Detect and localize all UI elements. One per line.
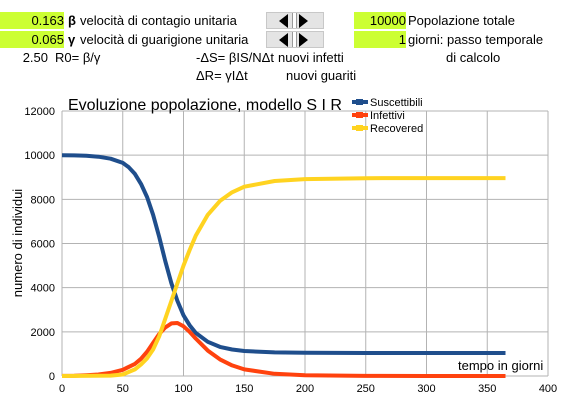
sir-chart: 0 50 100 150 200 250 300 350 4000200040006000800… <box>10 97 557 395</box>
gamma-label: velocità di guarigione unitaria <box>80 32 249 47</box>
x-tick-label: 400 <box>539 383 557 395</box>
beta-symbol: β <box>68 13 76 28</box>
x-axis-label: tempo in giorni <box>458 358 543 373</box>
x-tick-label: 150 <box>235 383 253 395</box>
gamma-spinner[interactable] <box>266 31 324 48</box>
timestep-label: giorni: passo temporale <box>408 32 544 47</box>
formula-infected-label: nuovi infetti <box>278 50 344 65</box>
series-line-infettivi <box>61 321 506 378</box>
legend-label: Infettivi <box>370 110 405 122</box>
y-tick-label: 0 <box>49 371 55 383</box>
population-label: Popolazione totale <box>408 13 515 28</box>
increase-arrow-icon[interactable] <box>299 14 308 28</box>
decrease-arrow-icon[interactable] <box>279 33 288 47</box>
chart-lines <box>61 153 506 378</box>
legend-label: Suscettibili <box>370 97 423 109</box>
x-tick-label: 200 <box>296 383 314 395</box>
x-tick-label: 100 <box>174 383 192 395</box>
population-value[interactable]: 10000 <box>354 12 406 29</box>
timestep-label-2: di calcolo <box>446 50 501 65</box>
series-line-suscettibili <box>61 153 506 355</box>
x-tick-label: 300 <box>417 383 435 395</box>
x-tick-label: 350 <box>478 383 496 395</box>
y-tick-label: 2000 <box>31 327 55 339</box>
y-tick-label: 12000 <box>24 106 55 118</box>
y-tick-label: 6000 <box>31 239 55 251</box>
spinner-thumb[interactable] <box>292 13 297 28</box>
chart-axes: 0 50 100 150 200 250 300 350 4000200040006000800… <box>24 106 557 395</box>
spinner-thumb[interactable] <box>292 32 297 47</box>
chart-title: Evoluzione popolazione, modello S I R <box>68 97 342 114</box>
x-tick-label: 0 <box>59 383 65 395</box>
formula-recovered-label: nuovi guariti <box>286 68 357 83</box>
r0-value: 2.50 <box>22 50 48 65</box>
chart-grid <box>61 110 549 377</box>
decrease-arrow-icon[interactable] <box>279 14 288 28</box>
y-tick-label: 10000 <box>24 150 55 162</box>
beta-value[interactable]: 0.163 <box>0 12 64 29</box>
series-line-recovered <box>61 176 506 378</box>
legend-marker <box>356 99 363 105</box>
y-tick-label: 8000 <box>31 194 55 206</box>
y-tick-label: 4000 <box>31 283 55 295</box>
r0-label: R0= β/γ <box>55 50 101 65</box>
legend-marker <box>356 112 363 118</box>
x-tick-label: 50 <box>117 383 129 395</box>
legend-marker <box>356 125 363 131</box>
beta-label: velocità di contagio unitaria <box>80 13 237 28</box>
legend-label: Recovered <box>370 123 423 135</box>
gamma-value[interactable]: 0.065 <box>0 31 64 48</box>
gamma-symbol: γ <box>68 32 76 47</box>
beta-spinner[interactable] <box>266 12 324 29</box>
timestep-value[interactable]: 1 <box>354 31 406 48</box>
x-tick-label: 250 <box>357 383 375 395</box>
formula-recovered: ΔR= γIΔt <box>196 68 248 83</box>
increase-arrow-icon[interactable] <box>299 33 308 47</box>
y-axis-label: numero di individui <box>10 189 25 298</box>
formula-infected: -ΔS= βIS/NΔt <box>196 50 274 65</box>
